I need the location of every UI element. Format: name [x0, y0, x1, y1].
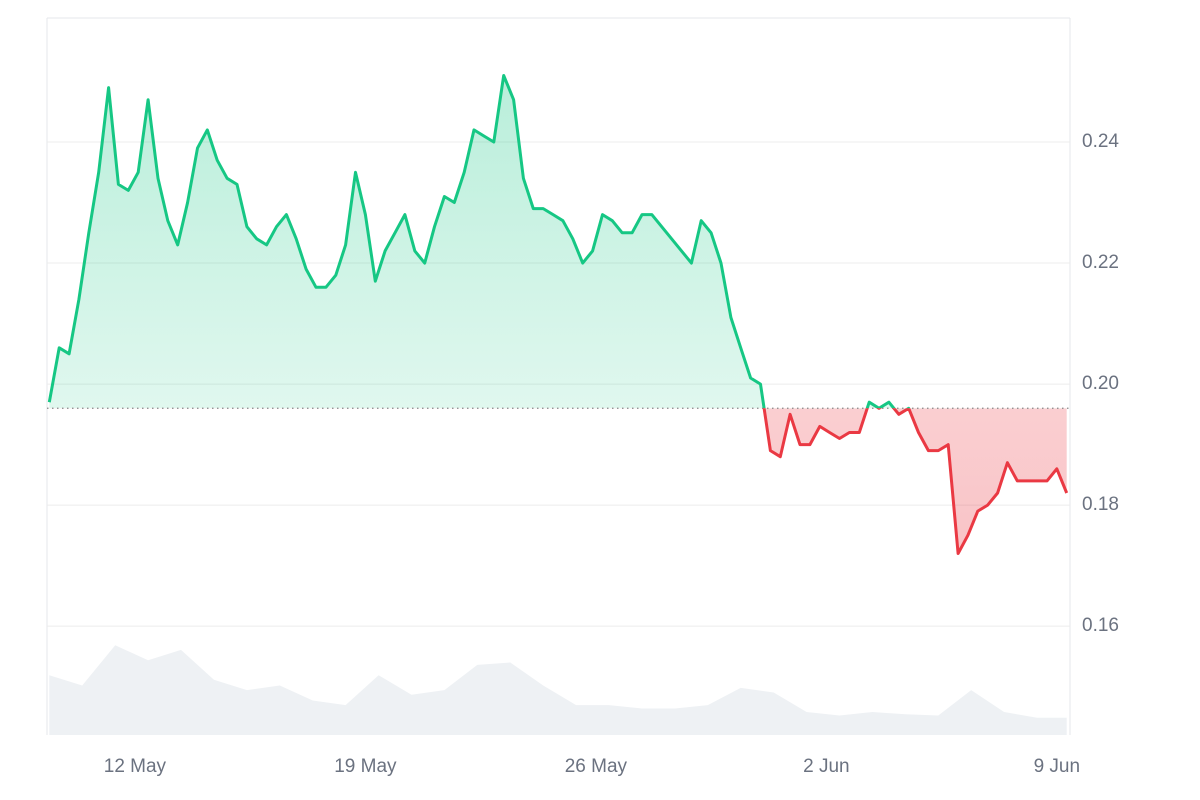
volume-area — [49, 645, 1067, 735]
x-tick-label: 2 Jun — [803, 756, 849, 777]
x-tick-label: 19 May — [334, 756, 397, 777]
x-tick-label: 9 Jun — [1034, 756, 1080, 777]
y-tick-label: 0.22 — [1082, 252, 1119, 273]
x-tick-label: 26 May — [565, 756, 628, 777]
y-tick-label: 0.24 — [1082, 131, 1119, 152]
y-tick-label: 0.16 — [1082, 615, 1119, 636]
y-tick-label: 0.18 — [1082, 494, 1119, 515]
price-line-up — [47, 74, 911, 409]
price-line-down — [762, 408, 1069, 555]
y-tick-label: 0.20 — [1082, 373, 1119, 394]
area-above — [49, 75, 894, 409]
x-tick-label: 12 May — [104, 756, 167, 777]
